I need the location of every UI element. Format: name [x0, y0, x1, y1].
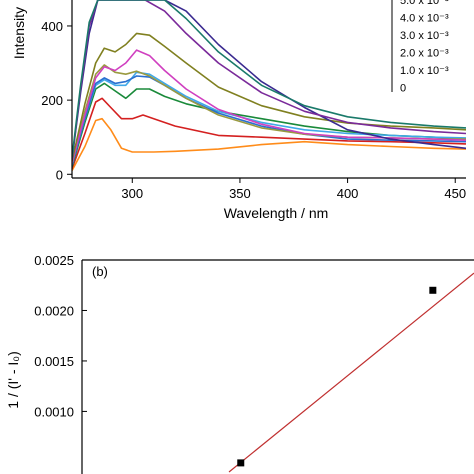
legend-entry: 3.0 x 10⁻³ — [400, 30, 449, 42]
spectrum-line-3 — [72, 71, 466, 166]
y-tick-label: 200 — [41, 93, 63, 108]
x-tick-label: 450 — [444, 186, 466, 201]
panel-a-ylabel: Intensity — [11, 7, 27, 59]
panel-b-ylabel: 1 / (I' - I₀) — [5, 351, 21, 408]
data-point — [429, 286, 437, 294]
panel-a: 300 350 400 450 0 200 400 5.0 x 10⁻³ 4.0 x 10⁻³… — [11, 0, 466, 221]
b-y-tick-label: 0.0020 — [34, 303, 74, 318]
legend: 5.0 x 10⁻³ 4.0 x 10⁻³ 3.0 x 10⁻³ 2.0 x 10⁻³… — [391, 0, 449, 95]
spectrum-line-10 — [72, 0, 466, 158]
panel-a-xlabel: Wavelength / nm — [224, 205, 329, 221]
legend-entry: 5.0 x 10⁻³ — [400, 0, 449, 7]
legend-entry: 4.0 x 10⁻³ — [400, 13, 449, 25]
b-y-tick-label: 0.0025 — [34, 253, 74, 268]
fit-line — [228, 272, 474, 473]
panel-b-ticks: 0.0025 0.0020 0.0015 0.0010 — [34, 253, 87, 419]
y-tick-label: 0 — [56, 167, 63, 182]
panel-b-plot — [228, 272, 474, 473]
legend-entry: 0 — [400, 83, 406, 95]
spectra-series-group — [72, 0, 466, 171]
x-tick-label: 350 — [229, 186, 251, 201]
y-tick-label: 400 — [41, 19, 63, 34]
x-tick-label: 400 — [337, 186, 359, 201]
panel-a-ticks: 300 350 400 450 0 200 400 — [41, 19, 466, 201]
spectrum-line-6 — [72, 49, 466, 164]
x-tick-label: 300 — [121, 186, 143, 201]
panel-b: (b) 0.0025 0.0020 0.0015 0.0010 1 / (I' - I… — [5, 253, 474, 474]
spectrum-line-1 — [72, 97, 466, 169]
legend-entry: 2.0 x 10⁻³ — [400, 48, 449, 60]
legend-entry: 1.0 x 10⁻³ — [400, 65, 449, 77]
b-y-tick-label: 0.0010 — [34, 404, 74, 419]
panel-label-b: (b) — [92, 264, 108, 279]
data-point — [237, 459, 245, 467]
spectrum-line-0 — [72, 117, 466, 171]
b-y-tick-label: 0.0015 — [34, 354, 74, 369]
